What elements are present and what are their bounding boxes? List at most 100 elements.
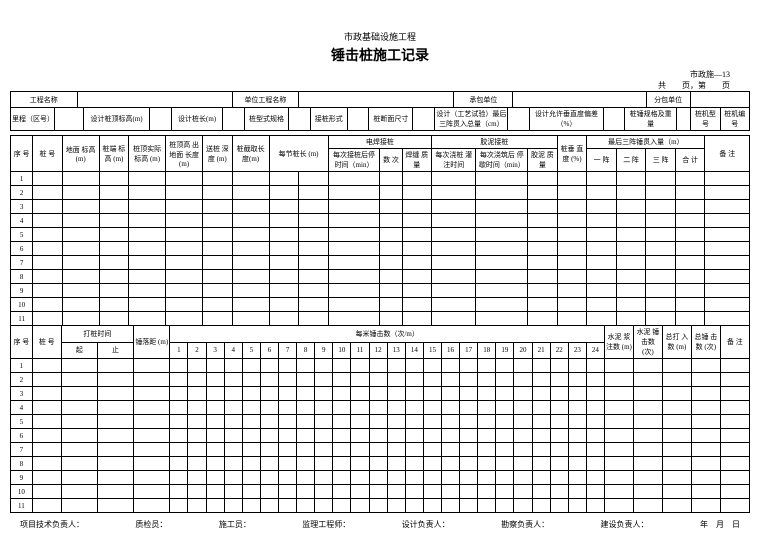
cell bbox=[691, 401, 720, 415]
cell bbox=[170, 401, 188, 415]
cell bbox=[720, 485, 749, 499]
cell bbox=[568, 401, 586, 415]
cell bbox=[129, 186, 166, 200]
cell bbox=[675, 312, 705, 326]
cell bbox=[568, 457, 586, 471]
cell bbox=[380, 242, 402, 256]
cell bbox=[568, 499, 586, 513]
cell bbox=[279, 429, 297, 443]
cell bbox=[369, 499, 387, 513]
cell bbox=[97, 415, 133, 429]
cell bbox=[662, 415, 691, 429]
cell: 2 bbox=[11, 373, 33, 387]
cell bbox=[380, 214, 402, 228]
cell bbox=[260, 499, 278, 513]
cell bbox=[224, 443, 242, 457]
cell bbox=[97, 443, 133, 457]
cell bbox=[476, 298, 528, 312]
cell bbox=[405, 499, 423, 513]
cell bbox=[423, 373, 441, 387]
cell bbox=[203, 186, 233, 200]
cell bbox=[232, 214, 269, 228]
cell bbox=[97, 401, 133, 415]
cell bbox=[387, 443, 405, 457]
cell: 6 bbox=[11, 242, 33, 256]
cell bbox=[170, 443, 188, 457]
cell bbox=[380, 256, 402, 270]
cell bbox=[242, 359, 260, 373]
cell bbox=[550, 471, 568, 485]
cell bbox=[188, 499, 206, 513]
cell bbox=[99, 200, 129, 214]
cell bbox=[478, 359, 496, 373]
cell bbox=[32, 471, 61, 485]
cell bbox=[478, 443, 496, 457]
cell bbox=[380, 228, 402, 242]
cell bbox=[203, 298, 233, 312]
cell bbox=[351, 415, 369, 429]
info-table-2: 里程（区号） 设计桩顶标高(m) 设计桩长(m) 桩型式规格 接桩形式 桩断面尺… bbox=[10, 107, 750, 131]
cell bbox=[616, 200, 646, 214]
cell bbox=[587, 228, 617, 242]
cell bbox=[279, 485, 297, 499]
cell bbox=[369, 457, 387, 471]
num-header: 10 bbox=[333, 342, 351, 359]
cell: 1 bbox=[11, 172, 33, 186]
cell bbox=[662, 387, 691, 401]
cell bbox=[279, 373, 297, 387]
cell bbox=[646, 200, 676, 214]
cell bbox=[129, 270, 166, 284]
cell bbox=[646, 298, 676, 312]
h-tilt: 桩垂 直 度 (%) bbox=[557, 136, 587, 172]
cell bbox=[705, 284, 750, 298]
cell bbox=[586, 415, 604, 429]
cell bbox=[129, 284, 166, 298]
cell bbox=[315, 401, 333, 415]
h-c9: 每节桩长 (m) bbox=[269, 136, 328, 172]
cell bbox=[587, 172, 617, 186]
cell bbox=[514, 443, 532, 457]
cell bbox=[369, 373, 387, 387]
cell bbox=[62, 270, 99, 284]
cell bbox=[299, 298, 329, 312]
num-header: 16 bbox=[442, 342, 460, 359]
f5: 设计负责人： bbox=[402, 519, 450, 530]
footer: 项目技术负责人： 质检员： 施工员： 监理工程师： 设计负责人： 勘察负责人： … bbox=[10, 519, 750, 530]
cell bbox=[460, 401, 478, 415]
cell bbox=[315, 457, 333, 471]
cell bbox=[315, 485, 333, 499]
cell bbox=[188, 485, 206, 499]
cell bbox=[557, 172, 587, 186]
h-glue: 胶泥接桩 bbox=[432, 136, 558, 149]
cell bbox=[260, 387, 278, 401]
cell bbox=[97, 471, 133, 485]
cell bbox=[242, 401, 260, 415]
cell bbox=[351, 359, 369, 373]
cell bbox=[675, 256, 705, 270]
cell bbox=[616, 186, 646, 200]
cell bbox=[662, 443, 691, 457]
cell bbox=[460, 457, 478, 471]
cell bbox=[260, 359, 278, 373]
cell bbox=[232, 284, 269, 298]
cell bbox=[203, 228, 233, 242]
cell bbox=[62, 228, 99, 242]
table-row: 8 bbox=[11, 270, 750, 284]
cell bbox=[380, 312, 402, 326]
cell bbox=[646, 228, 676, 242]
cell bbox=[242, 485, 260, 499]
lbl-contractor: 承包单位 bbox=[454, 92, 513, 108]
cell bbox=[691, 443, 720, 457]
cell bbox=[586, 359, 604, 373]
cell bbox=[297, 401, 315, 415]
cell bbox=[33, 284, 63, 298]
cell bbox=[476, 270, 528, 284]
num-header: 3 bbox=[206, 342, 224, 359]
cell bbox=[587, 242, 617, 256]
cell bbox=[705, 256, 750, 270]
cell bbox=[166, 312, 203, 326]
cell bbox=[691, 457, 720, 471]
cell bbox=[405, 415, 423, 429]
table-row: 10 bbox=[11, 485, 750, 499]
cell bbox=[387, 401, 405, 415]
